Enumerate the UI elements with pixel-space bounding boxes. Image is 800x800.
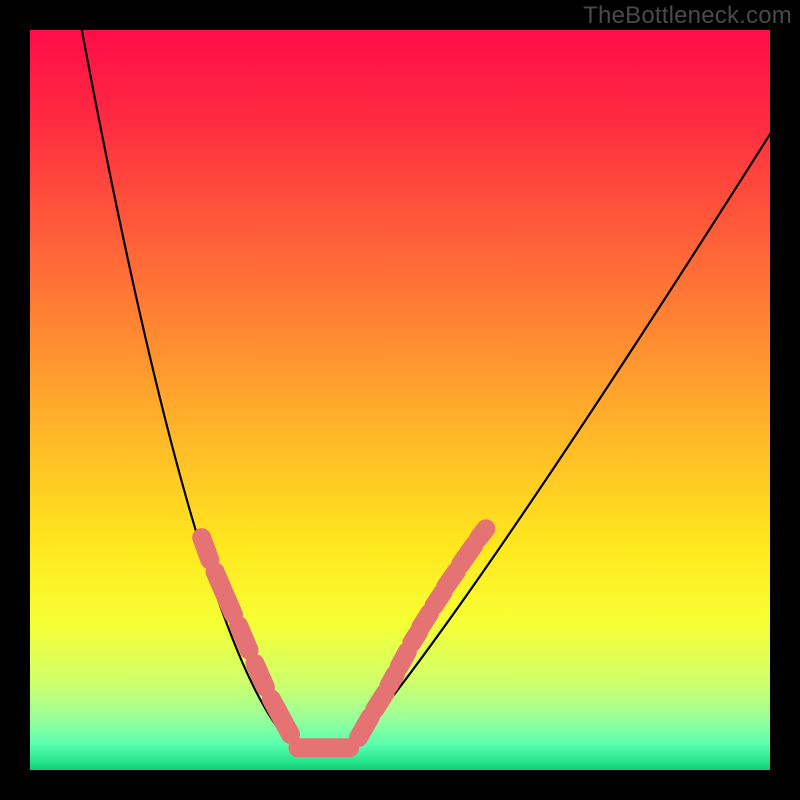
bottleneck-chart xyxy=(0,0,800,800)
bead-left-3 xyxy=(255,663,265,687)
watermark-text: TheBottleneck.com xyxy=(583,2,792,30)
bead-right-2 xyxy=(389,674,396,686)
bead-right-0 xyxy=(359,717,371,738)
bead-right-9 xyxy=(478,529,485,539)
bead-right-5 xyxy=(421,613,430,627)
chart-container: TheBottleneck.com xyxy=(0,0,800,800)
bead-left-0 xyxy=(202,538,210,560)
bead-right-1 xyxy=(375,693,385,709)
bead-right-8 xyxy=(461,545,474,564)
bead-right-7 xyxy=(446,572,456,587)
bead-right-3 xyxy=(399,652,407,667)
bead-left-2 xyxy=(239,626,249,650)
